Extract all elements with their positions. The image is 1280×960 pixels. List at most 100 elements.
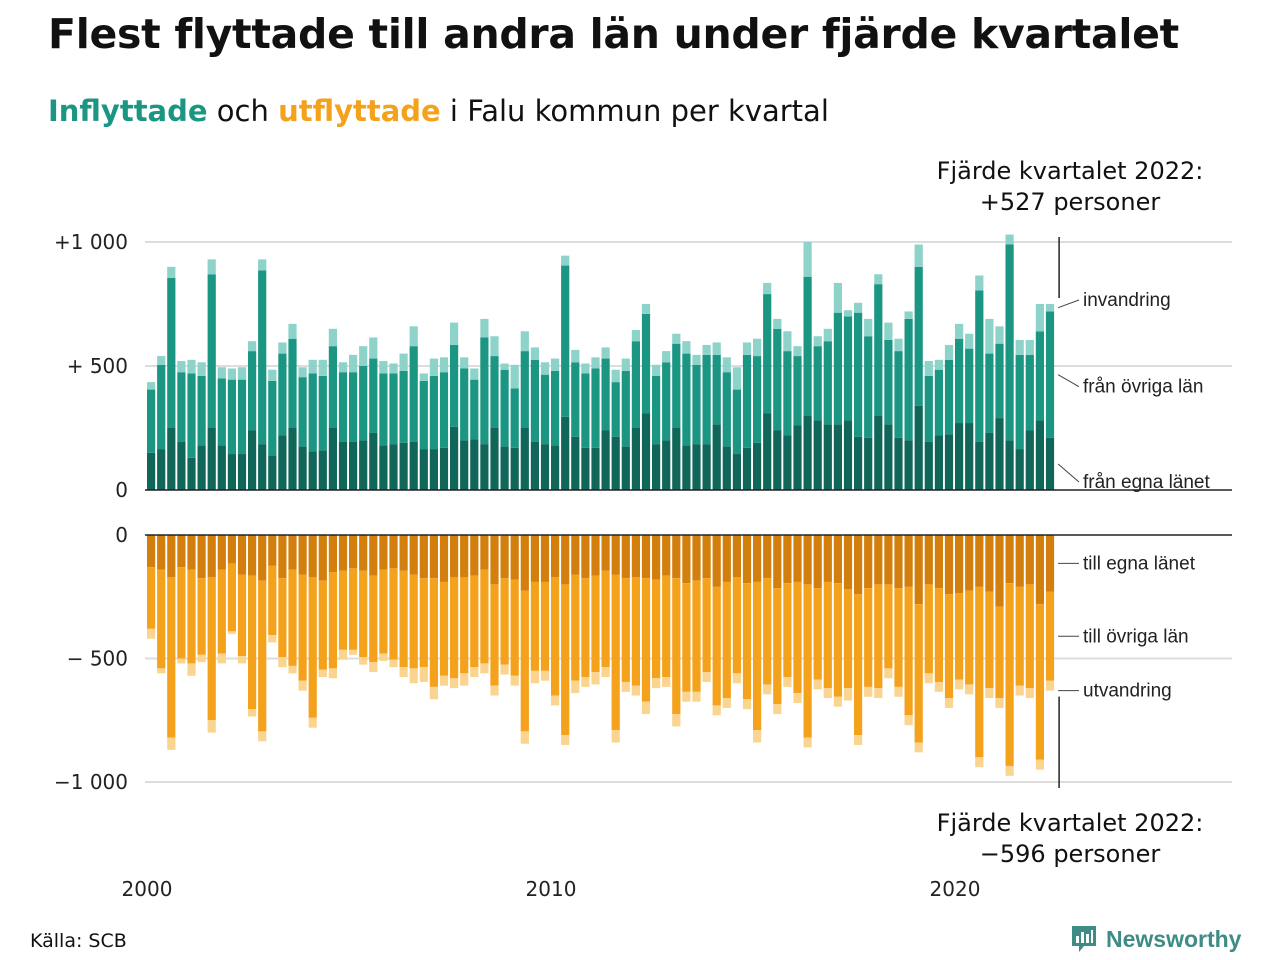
bar-out-1 [248, 575, 257, 710]
bar-out-0 [672, 535, 681, 579]
bar-in-0 [652, 444, 661, 490]
bar-out-1 [884, 584, 893, 669]
bar-in-0 [1015, 449, 1024, 490]
bar-out-2 [1035, 759, 1044, 770]
brand-name: Newsworthy [1106, 925, 1242, 952]
bar-in-1 [803, 276, 812, 416]
bar-out-0 [197, 535, 206, 579]
bar-out-2 [460, 673, 469, 686]
bar-out-1 [965, 590, 974, 685]
bar-out-2 [702, 672, 711, 682]
bar-in-0 [530, 441, 539, 490]
bar-out-2 [318, 669, 327, 678]
y-tick-label: − 500 [67, 647, 128, 671]
bar-out-1 [813, 588, 822, 680]
bar-out-0 [167, 535, 176, 577]
bar-in-1 [894, 351, 903, 438]
bar-in-2 [975, 275, 984, 291]
bar-out-0 [268, 535, 277, 566]
bar-in-0 [894, 437, 903, 490]
bar-in-1 [480, 337, 489, 445]
bar-in-2 [1005, 234, 1014, 245]
bar-in-2 [955, 323, 964, 339]
bar-out-2 [308, 717, 317, 728]
bar-in-0 [439, 447, 449, 490]
bar-in-1 [1025, 354, 1034, 431]
bar-in-2 [237, 367, 247, 380]
bar-out-2 [298, 680, 307, 691]
bar-in-2 [429, 358, 438, 376]
bar-out-1 [591, 575, 600, 673]
bar-out-2 [328, 668, 337, 679]
bar-out-0 [379, 535, 388, 570]
bar-out-1 [561, 584, 570, 736]
bar-in-1 [682, 353, 691, 446]
bar-in-2 [288, 323, 297, 339]
bar-in-1 [500, 369, 509, 447]
bar-out-2 [783, 677, 792, 687]
bar-in-0 [359, 440, 368, 490]
x-tick-label: 2010 [526, 877, 577, 901]
bar-out-2 [874, 688, 883, 699]
bar-in-2 [581, 363, 590, 374]
bar-in-1 [217, 378, 226, 446]
bar-out-2 [732, 673, 741, 684]
bar-out-0 [298, 535, 307, 575]
bar-out-1 [419, 578, 428, 668]
bar-in-0 [914, 405, 923, 490]
bar-out-1 [551, 576, 560, 696]
bar-in-1 [308, 373, 317, 452]
bar-in-2 [672, 333, 681, 344]
bar-in-2 [480, 318, 489, 338]
bar-in-2 [177, 361, 186, 373]
bar-out-1 [389, 568, 398, 660]
bar-out-2 [854, 735, 863, 745]
bar-out-2 [349, 649, 358, 655]
bar-in-2 [783, 331, 792, 352]
bar-out-1 [510, 579, 519, 676]
bar-in-1 [631, 341, 640, 428]
bar-in-1 [591, 368, 600, 448]
bar-out-0 [530, 535, 539, 582]
bar-out-1 [369, 575, 378, 663]
bar-out-2 [197, 654, 206, 663]
bar-out-0 [904, 535, 913, 587]
bar-out-0 [803, 535, 812, 585]
bar-in-0 [1025, 430, 1034, 490]
bar-out-0 [712, 535, 721, 587]
bar-out-0 [985, 535, 994, 592]
bar-in-2 [591, 357, 600, 369]
segment-label-inflow: invandring [1083, 290, 1171, 311]
bar-out-2 [157, 668, 166, 674]
bar-chart-icon [1070, 924, 1098, 954]
bar-in-0 [854, 436, 863, 490]
bar-out-1 [773, 588, 782, 705]
bar-in-0 [884, 424, 893, 490]
bar-out-0 [581, 535, 590, 579]
bar-out-0 [1015, 535, 1024, 587]
bar-in-1 [1015, 354, 1024, 450]
bar-in-1 [248, 351, 257, 431]
bar-in-1 [551, 370, 560, 446]
bar-in-1 [328, 346, 337, 428]
bar-in-0 [248, 430, 257, 490]
bar-in-0 [510, 447, 519, 490]
bar-out-1 [995, 606, 1004, 699]
bar-in-2 [894, 338, 903, 352]
bar-in-2 [349, 354, 358, 373]
bar-in-0 [611, 436, 620, 490]
bar-in-1 [268, 380, 277, 456]
bar-out-1 [470, 575, 479, 668]
bar-out-2 [611, 730, 620, 743]
bar-in-2 [167, 266, 176, 278]
bar-out-0 [722, 535, 731, 582]
bar-in-0 [288, 428, 297, 490]
bar-in-1 [237, 379, 247, 455]
bar-out-2 [1025, 688, 1034, 699]
bar-out-1 [854, 594, 863, 736]
bar-in-0 [975, 441, 984, 490]
bar-out-0 [753, 535, 762, 582]
callout-top-line1: Fjärde kvartalet 2022: [936, 157, 1204, 185]
segment-leader [1057, 374, 1080, 388]
bar-in-1 [318, 375, 327, 451]
